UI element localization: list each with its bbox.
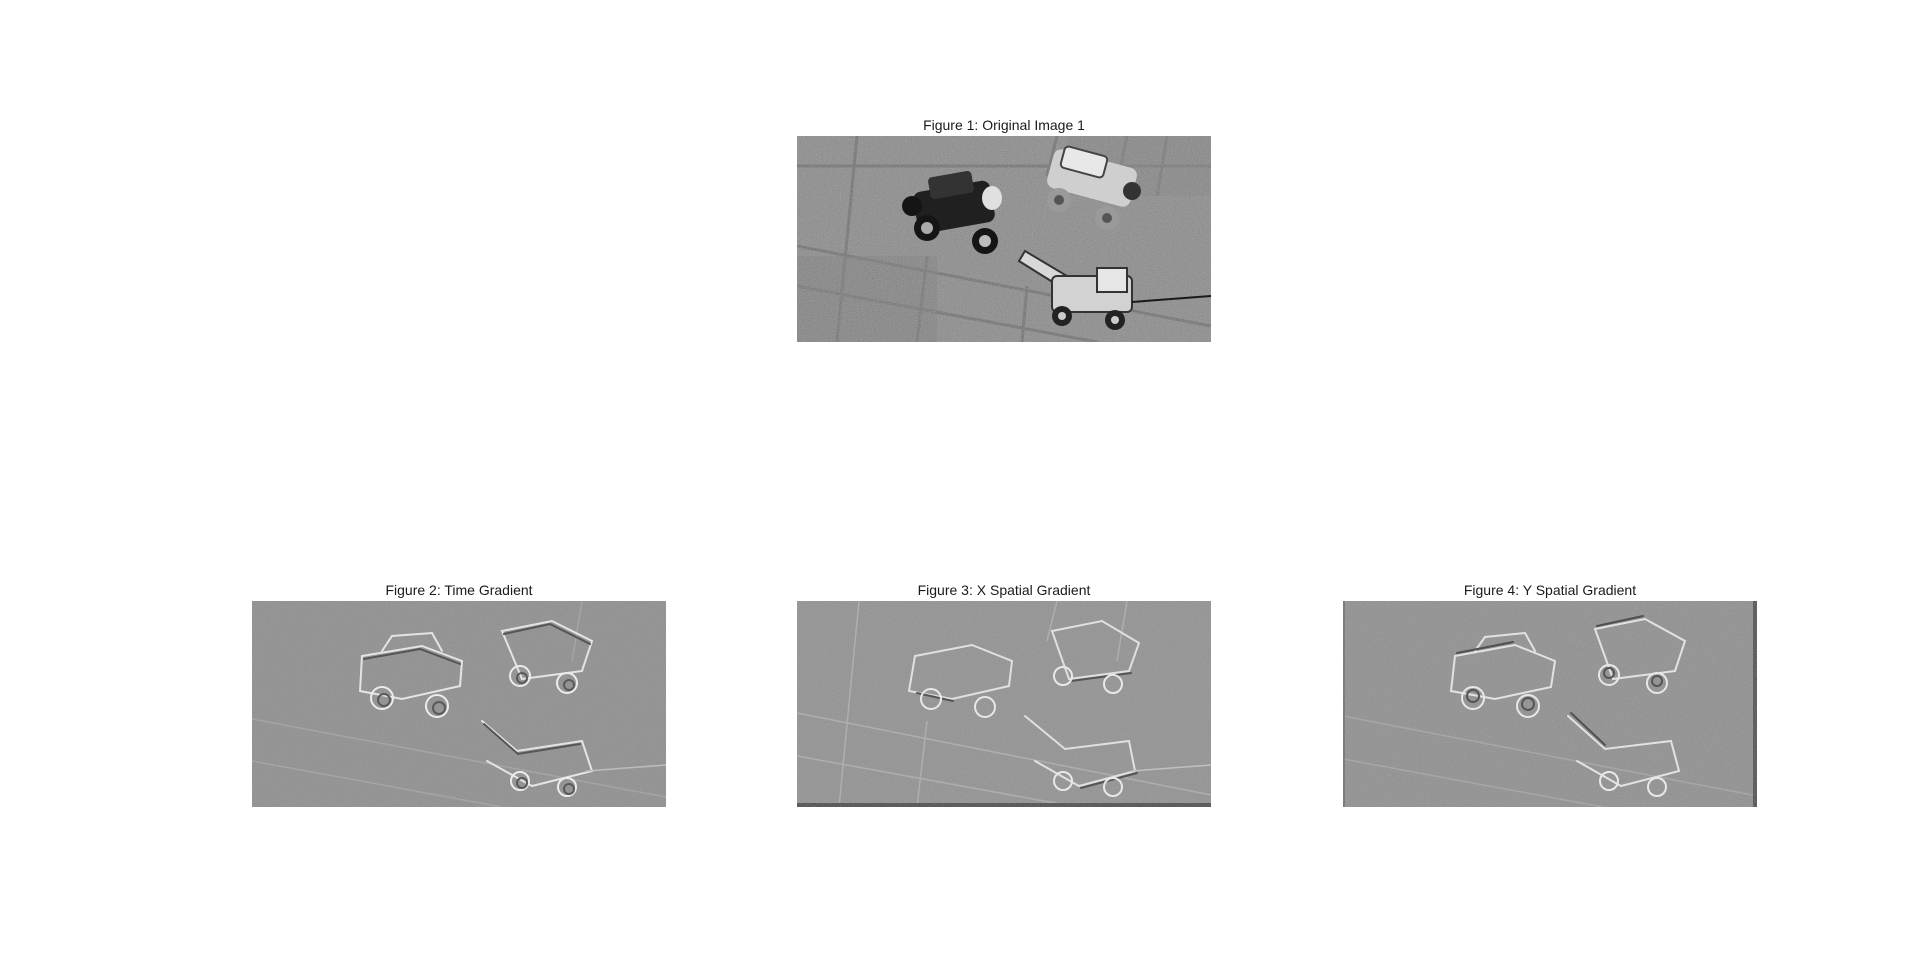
figure-3-image [797,601,1211,807]
figure-2-title: Figure 2: Time Gradient [385,582,533,598]
figure-4-image [1343,601,1757,807]
figure-1-title: Figure 1: Original Image 1 [923,117,1085,133]
figure-4-title: Figure 4: Y Spatial Gradient [1463,582,1637,598]
figure-3-title: Figure 3: X Spatial Gradient [917,582,1091,598]
figure-1-image [797,136,1211,342]
figure-2-image [252,601,666,807]
